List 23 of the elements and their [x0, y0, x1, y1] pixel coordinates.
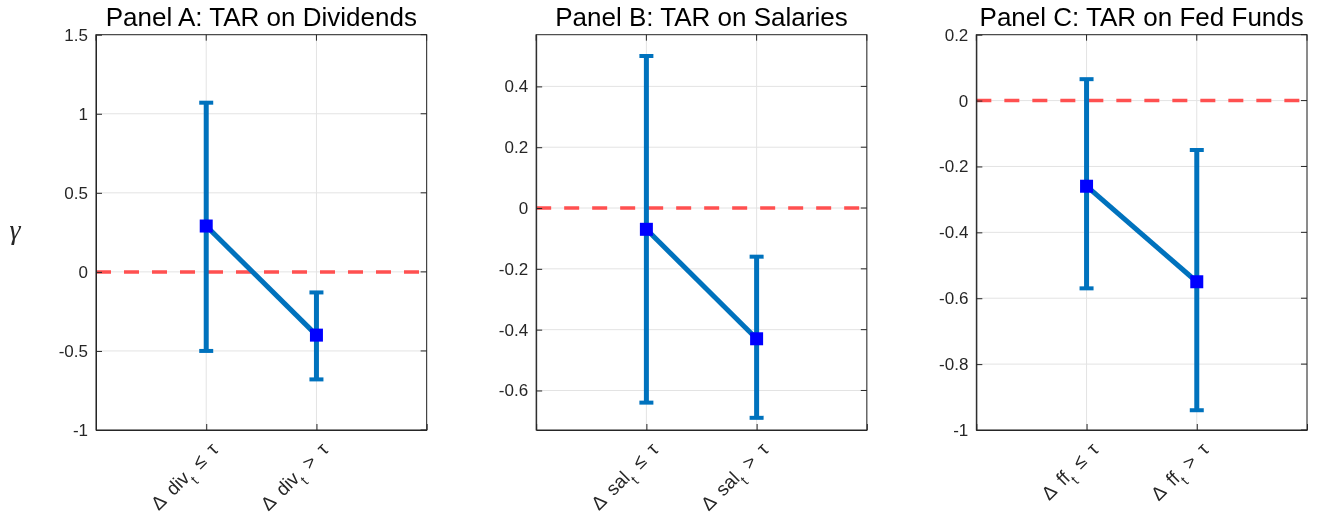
y-tick-label: -0.6 [498, 381, 529, 401]
y-tick-label: 0 [78, 262, 88, 282]
y-tick-label: -0.6 [939, 289, 969, 309]
y-tick-label: 0.4 [504, 77, 529, 97]
chart-title: Panel C: TAR on Fed Funds [979, 2, 1304, 32]
y-tick-label: 0 [518, 198, 529, 218]
y-tick-label: -0.2 [939, 157, 969, 177]
y-tick-label: -1 [953, 420, 969, 440]
y-axis-title: γ [9, 214, 22, 246]
y-tick-label: -0.5 [58, 341, 88, 361]
y-tick-label: 0.2 [504, 138, 529, 158]
y-tick-label: 1.5 [64, 25, 88, 45]
chart-title: Panel A: TAR on Dividends [105, 2, 417, 32]
y-tick-label: -0.4 [498, 320, 529, 340]
y-tick-label: 0 [958, 91, 969, 111]
chart-title: Panel B: TAR on Salaries [555, 2, 848, 32]
y-tick-label: -0.2 [498, 259, 529, 279]
y-tick-label: 0.2 [944, 25, 969, 45]
y-tick-label: 1 [78, 104, 88, 124]
y-tick-label: 0.5 [64, 183, 88, 203]
y-tick-label: -0.4 [939, 223, 969, 243]
y-tick-label: -0.8 [939, 355, 969, 375]
y-tick-label: -1 [72, 420, 88, 440]
